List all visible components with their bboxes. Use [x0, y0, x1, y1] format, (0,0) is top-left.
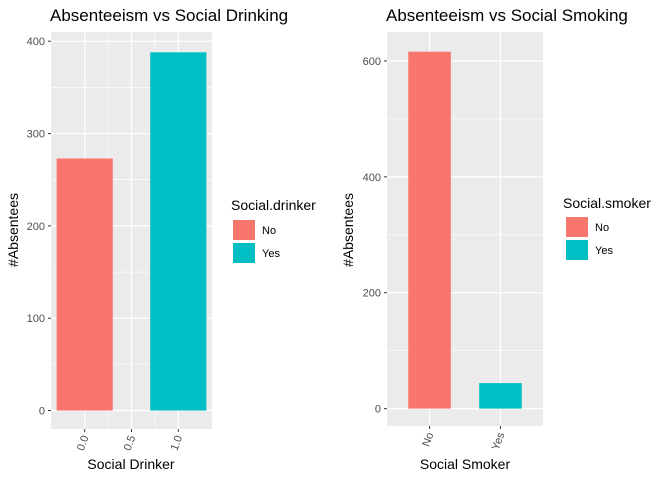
- y-axis-title: #Absentees: [340, 193, 356, 267]
- x-tick-label: Yes: [490, 430, 508, 451]
- bar-no: [408, 51, 451, 409]
- legend: Social.smoker No Yes: [563, 195, 651, 260]
- legend-label-yes: Yes: [262, 248, 280, 260]
- chart-title: Absenteeism vs Social Drinking: [50, 6, 288, 25]
- legend-label-no: No: [262, 225, 276, 237]
- y-tick-label: 100: [27, 313, 45, 325]
- legend-title: Social.smoker: [563, 195, 651, 211]
- y-tick-label: 200: [363, 288, 381, 300]
- y-tick-label: 600: [363, 56, 381, 68]
- y-tick-label: 200: [27, 221, 45, 233]
- y-tick-label: 400: [27, 36, 45, 48]
- legend-key-no: [233, 220, 255, 240]
- y-tick-label: 300: [27, 129, 45, 141]
- y-axis-ticks: 0 100 200 300 400: [27, 36, 51, 418]
- y-tick-label: 0: [39, 406, 45, 418]
- legend-key-no: [566, 217, 588, 237]
- x-axis-title: Social Smoker: [420, 456, 511, 472]
- legend-label-yes: Yes: [595, 245, 613, 257]
- chart-social-smoking: Absenteeism vs Social Smoking 0 200 400 600…: [340, 6, 651, 472]
- chart-social-drinking: Absenteeism vs Social Drinking 0 100 200 30…: [5, 6, 316, 472]
- y-tick-label: 400: [363, 172, 381, 184]
- x-tick-label: 0.0: [75, 434, 92, 452]
- bar-yes: [479, 383, 522, 409]
- bars: [56, 52, 207, 411]
- x-axis-title: Social Drinker: [87, 456, 174, 472]
- x-axis-ticks: No Yes: [420, 426, 507, 452]
- y-axis-ticks: 0 200 400 600: [363, 56, 387, 416]
- bar-yes: [150, 52, 207, 411]
- x-tick-label: 1.0: [169, 434, 186, 452]
- chart-title: Absenteeism vs Social Smoking: [386, 6, 628, 25]
- legend: Social.drinker No Yes: [231, 197, 316, 263]
- legend-key-yes: [233, 243, 255, 263]
- x-axis-ticks: 0.0 0.5 1.0: [75, 429, 185, 452]
- x-tick-label: No: [420, 431, 436, 448]
- x-tick-label: 0.5: [122, 434, 139, 452]
- bars: [408, 51, 522, 409]
- legend-title: Social.drinker: [231, 197, 316, 213]
- y-axis-title: #Absentees: [5, 193, 21, 267]
- legend-key-yes: [566, 240, 588, 260]
- legend-label-no: No: [595, 222, 609, 234]
- bar-no: [56, 158, 113, 411]
- y-tick-label: 0: [375, 404, 381, 416]
